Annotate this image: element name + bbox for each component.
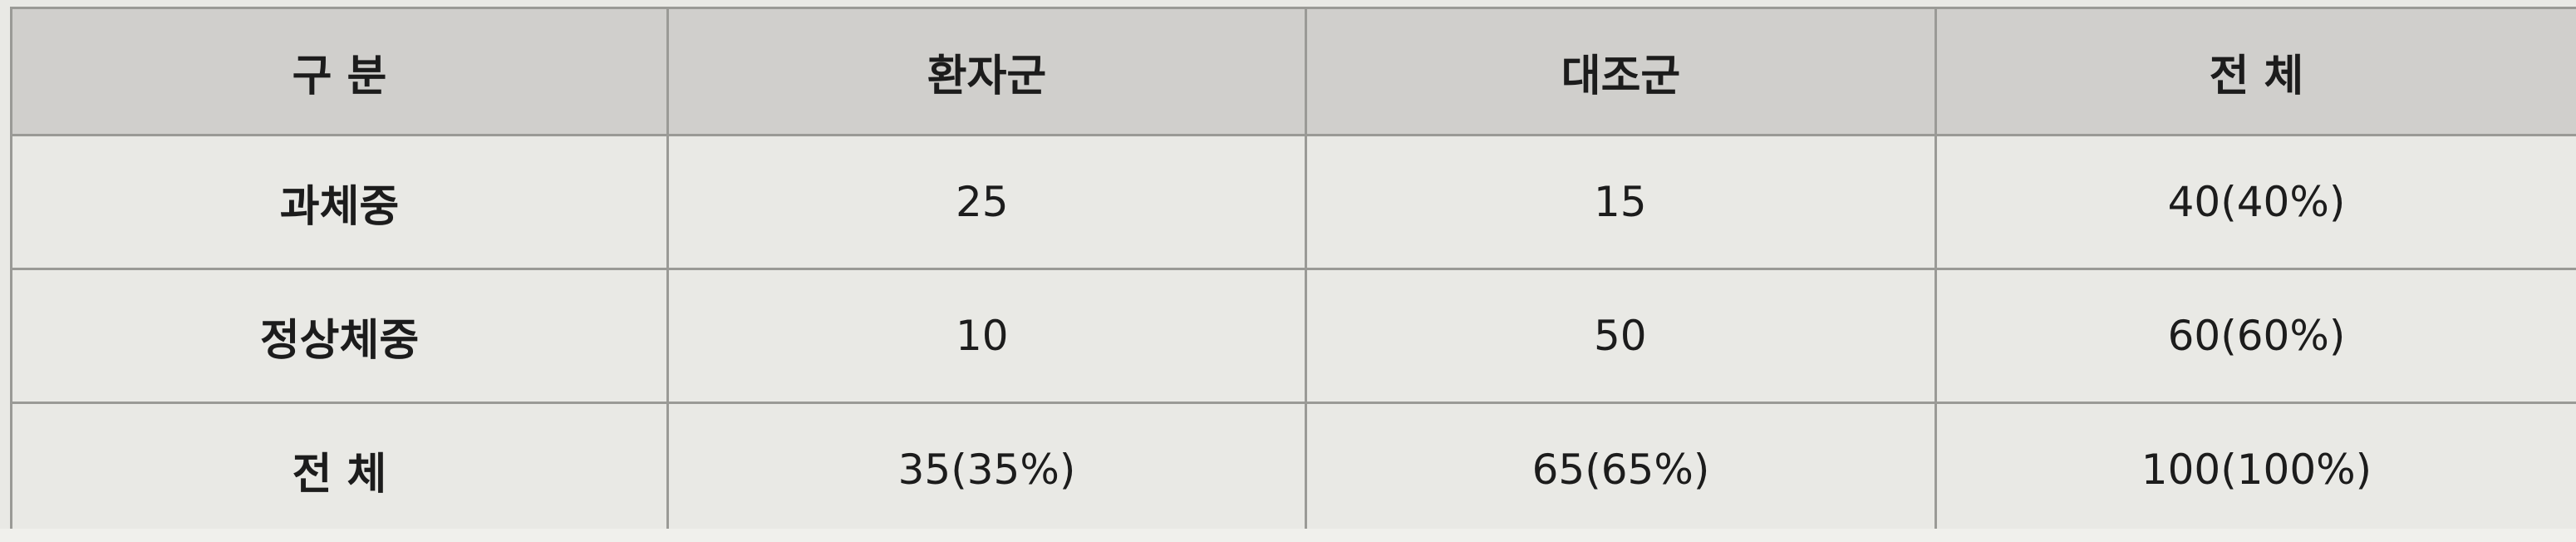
row-label: 정상체중: [10, 268, 669, 404]
table-row-overweight: 과체중 25 15 40(40%): [10, 134, 2576, 270]
header-control-group: 대조군: [1305, 7, 1937, 136]
data-table: 구 분 환자군 대조군 전 체 과체중 25 15 40(40%) 정상체중 1…: [10, 7, 2576, 538]
page-bottom-edge: [0, 529, 2576, 542]
table-row-normal-weight: 정상체중 10 50 60(60%): [10, 268, 2576, 404]
row-label: 과체중: [10, 134, 669, 270]
cell-total: 100(100%): [1934, 402, 2576, 538]
cell-patient: 35(35%): [666, 402, 1307, 538]
header-total: 전 체: [1934, 7, 2576, 136]
cell-total: 60(60%): [1934, 268, 2576, 404]
cell-control: 50: [1305, 268, 1937, 404]
cell-control: 65(65%): [1305, 402, 1937, 538]
table-row-total: 전 체 35(35%) 65(65%) 100(100%): [10, 402, 2576, 538]
cell-patient: 25: [666, 134, 1307, 270]
cell-control: 15: [1305, 134, 1937, 270]
header-category: 구 분: [10, 7, 669, 136]
header-patient-group: 환자군: [666, 7, 1307, 136]
cell-patient: 10: [666, 268, 1307, 404]
row-label: 전 체: [10, 402, 669, 538]
cell-total: 40(40%): [1934, 134, 2576, 270]
table-header-row: 구 분 환자군 대조군 전 체: [10, 7, 2576, 136]
